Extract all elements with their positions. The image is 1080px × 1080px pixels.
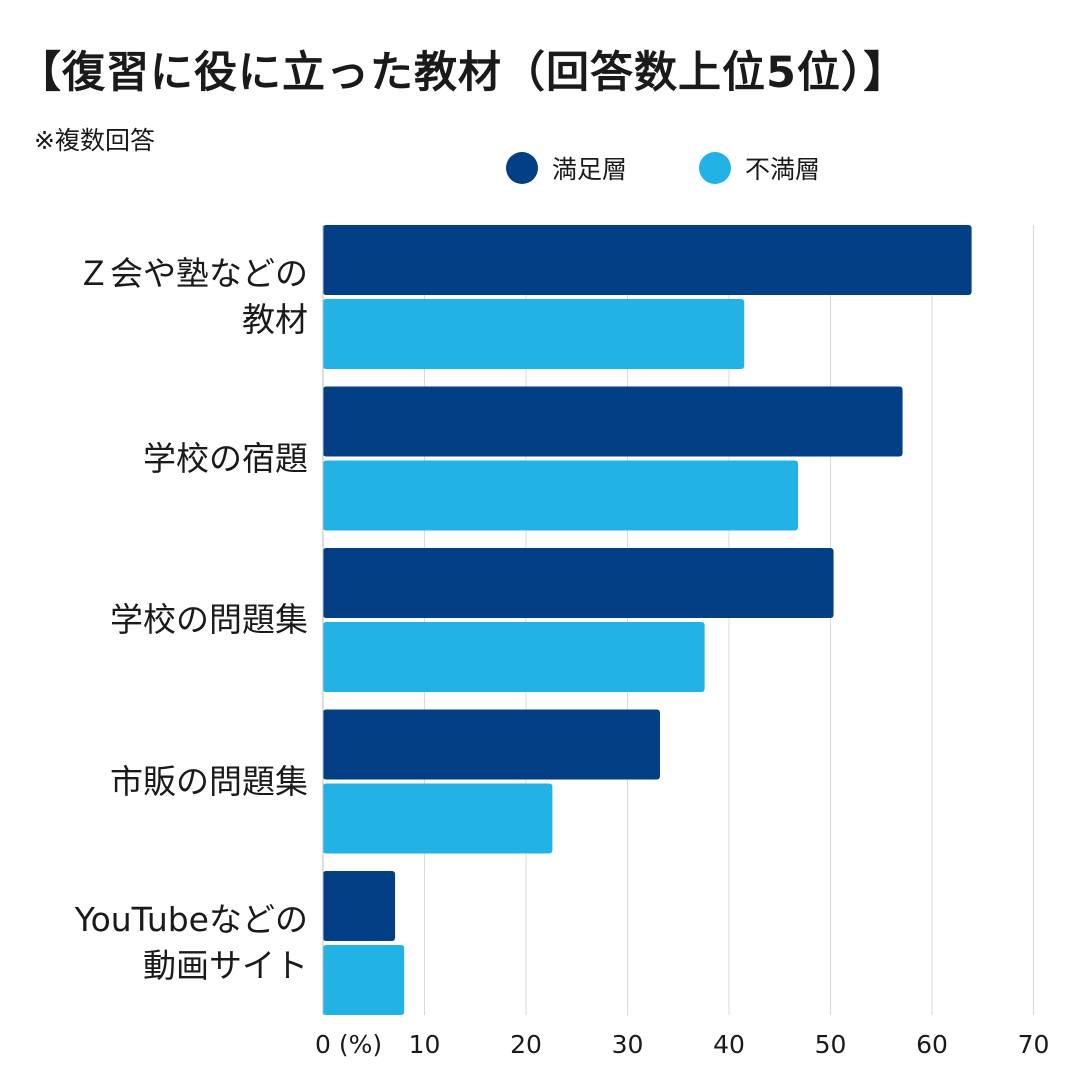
x-tick-label-40: 40 [713, 1030, 745, 1059]
category-label-4: YouTubeなどの 動画サイト [74, 900, 308, 985]
x-tick-label-70: 70 [1018, 1030, 1050, 1059]
bar-dissatisfied-2 [323, 622, 705, 692]
bar-dissatisfied-4 [323, 945, 405, 1015]
legend-swatch-satisfied [506, 152, 538, 184]
bar-satisfied-4 [323, 871, 396, 941]
chart-note: ※複数回答 [34, 126, 155, 155]
bar-dissatisfied-1 [323, 460, 799, 531]
bar-satisfied-3 [323, 709, 660, 780]
x-tick-label-60: 60 [916, 1030, 948, 1059]
category-label-2: 学校の問題集 [110, 600, 308, 639]
legend-label-dissatisfied: 不満層 [745, 155, 821, 184]
x-tick-label-10: 10 [409, 1030, 441, 1059]
legend-swatch-dissatisfied [699, 152, 731, 184]
x-tick-label-30: 30 [612, 1030, 644, 1059]
bar-satisfied-0 [323, 225, 972, 295]
bar-dissatisfied-3 [323, 783, 553, 854]
legend-item-satisfied: 満足層 [506, 148, 627, 188]
chart-title: 【復習に役に立った教材（回答数上位5位）】 [18, 48, 908, 98]
x-tick-label-50: 50 [815, 1030, 847, 1059]
bar-satisfied-2 [323, 548, 834, 618]
category-label-0: Ｚ会や塾などの 教材 [77, 254, 308, 339]
bar-dissatisfied-0 [323, 299, 745, 369]
category-label-3: 市販の問題集 [110, 761, 308, 801]
legend-item-dissatisfied: 不満層 [699, 148, 820, 188]
legend-label-satisfied: 満足層 [552, 155, 628, 184]
category-label-1: 学校の宿題 [143, 438, 308, 478]
x-tick-label-0: 0 (%) [315, 1030, 382, 1059]
x-tick-label-20: 20 [510, 1030, 542, 1059]
chart-legend: 満足層 不満層 [0, 148, 1080, 188]
bar-satisfied-1 [323, 386, 903, 457]
